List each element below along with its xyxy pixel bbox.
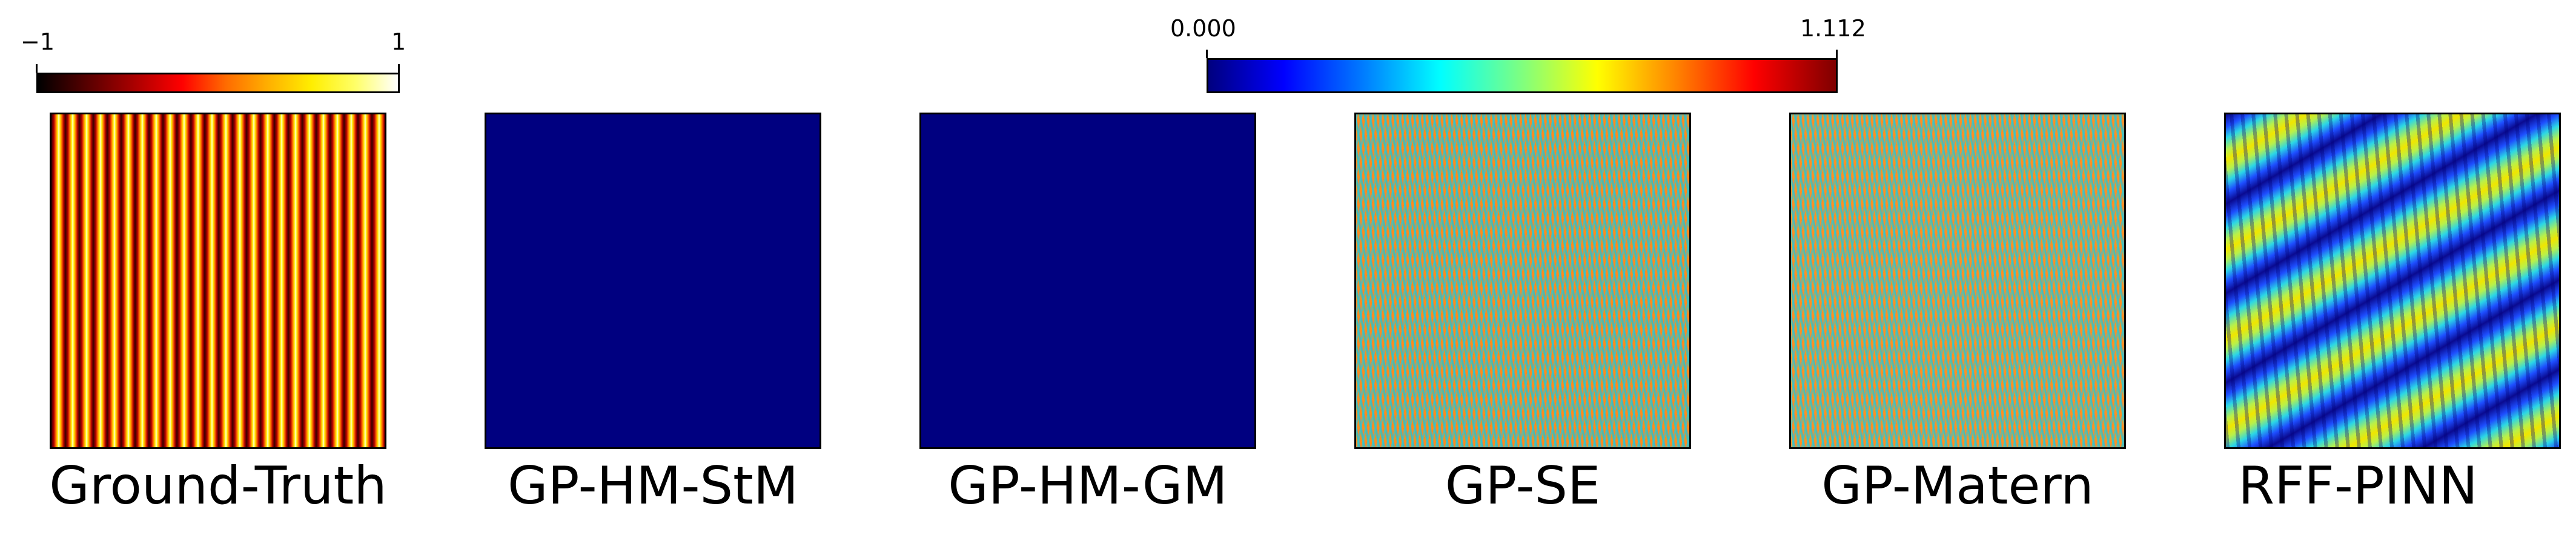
colorbar-right-min-tick xyxy=(1206,50,1208,58)
colorbar-right-max-tick xyxy=(1836,50,1838,58)
panel-gp-hm-stm xyxy=(485,113,821,449)
colorbar-left-min-tick xyxy=(36,64,38,73)
panel-label-gp-matern: GP-Matern xyxy=(1821,456,2094,516)
panel-gp-se xyxy=(1354,113,1691,449)
colorbar-left-max-label: 1 xyxy=(391,28,406,55)
panel-ground-truth xyxy=(50,113,386,449)
panel-label-ground-truth: Ground-Truth xyxy=(49,456,387,516)
colorbar-left-max-tick xyxy=(398,64,400,73)
colorbar-right xyxy=(1207,58,1838,93)
panel-gp-hm-gm xyxy=(919,113,1256,449)
panel-gp-matern xyxy=(1789,113,2126,449)
panel-label-gp-hm-gm: GP-HM-GM xyxy=(948,456,1228,516)
colorbar-left xyxy=(36,73,400,93)
panel-label-gp-hm-stm: GP-HM-StM xyxy=(507,456,799,516)
panel-label-rff-pinn: RFF-PINN xyxy=(2238,456,2478,516)
panel-label-gp-se: GP-SE xyxy=(1445,456,1601,516)
colorbar-right-min-label: 0.000 xyxy=(1170,15,1236,42)
panel-rff-pinn xyxy=(2224,113,2561,449)
colorbar-left-min-label: −1 xyxy=(21,28,55,55)
colorbar-right-max-label: 1.112 xyxy=(1800,15,1866,42)
